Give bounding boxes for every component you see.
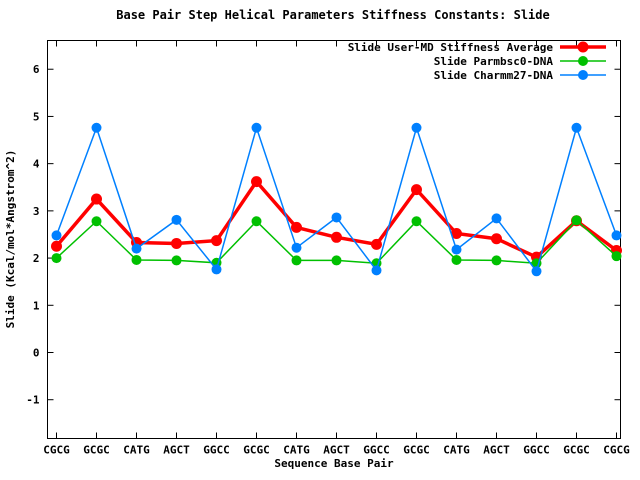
data-point-marker <box>91 216 102 227</box>
y-tick-label: 1 <box>33 299 40 312</box>
legend-marker-sample <box>577 41 589 53</box>
legend-marker-sample <box>578 70 588 80</box>
data-point-marker <box>411 122 422 133</box>
data-point-marker <box>291 221 302 233</box>
data-point-marker <box>171 214 182 225</box>
data-point-marker <box>51 253 62 264</box>
data-point-marker <box>211 235 222 247</box>
data-point-marker <box>291 242 302 253</box>
data-point-marker <box>171 237 182 249</box>
data-point-marker <box>411 216 422 227</box>
x-category-label: GGCC <box>523 444 550 457</box>
data-point-marker <box>571 122 582 133</box>
x-category-label: CGCG <box>603 444 630 457</box>
data-point-marker <box>251 122 262 133</box>
y-tick-label: 3 <box>33 205 40 218</box>
data-point-marker <box>371 265 382 276</box>
data-point-marker <box>51 240 62 252</box>
data-point-marker <box>491 233 502 245</box>
data-point-marker <box>131 254 142 265</box>
x-category-label: GCGC <box>243 444 270 457</box>
data-point-marker <box>331 212 342 223</box>
x-category-label: CGCG <box>43 444 70 457</box>
data-point-marker <box>451 254 462 265</box>
data-point-marker <box>491 255 502 266</box>
data-point-marker <box>211 264 222 275</box>
data-point-marker <box>411 184 422 196</box>
legend-marker-sample <box>578 56 588 66</box>
data-point-marker <box>451 244 462 255</box>
y-tick-label: -1 <box>26 394 40 407</box>
x-category-label: CATG <box>443 444 470 457</box>
data-point-marker <box>331 231 342 243</box>
data-point-marker <box>51 230 62 241</box>
data-point-marker <box>91 193 102 205</box>
x-category-label: GCGC <box>563 444 590 457</box>
x-category-label: AGCT <box>163 444 190 457</box>
y-tick-label: 0 <box>33 347 40 360</box>
data-point-marker <box>171 255 182 266</box>
data-point-marker <box>611 251 622 262</box>
data-point-marker <box>451 228 462 240</box>
data-point-marker <box>371 238 382 250</box>
data-point-marker <box>491 213 502 224</box>
x-category-label: AGCT <box>323 444 350 457</box>
y-axis-title: Slide (Kcal/mol*Angstrom^2) <box>4 150 17 329</box>
x-category-label: AGCT <box>483 444 510 457</box>
data-point-marker <box>331 255 342 266</box>
data-point-marker <box>531 266 542 277</box>
chart-title: Base Pair Step Helical Parameters Stiffn… <box>116 8 549 22</box>
data-point-marker <box>291 255 302 266</box>
x-category-label: GGCC <box>203 444 230 457</box>
y-tick-label: 5 <box>33 110 40 123</box>
legend-label: Slide Parmbsc0-DNA <box>434 55 554 68</box>
y-tick-label: 4 <box>33 158 40 171</box>
x-category-label: CATG <box>283 444 310 457</box>
x-axis-title: Sequence Base Pair <box>274 457 394 470</box>
plot-body: -1 0 1 2 3 4 5 6 CGCG GCGC CATG AGCT GGCC GCGC CATG AGC… <box>26 40 630 457</box>
y-tick-label: 2 <box>33 252 40 265</box>
data-point-marker <box>571 215 582 226</box>
data-point-marker <box>251 176 262 188</box>
x-category-label: GCGC <box>403 444 430 457</box>
x-category-label: CATG <box>123 444 150 457</box>
legend-label: Slide User-MD Stiffness Average <box>348 41 554 54</box>
data-point-marker <box>251 216 262 227</box>
legend-label: Slide Charmm27-DNA <box>434 69 554 82</box>
x-category-label: GGCC <box>363 444 390 457</box>
y-tick-label: 6 <box>33 63 40 76</box>
data-point-marker <box>611 230 622 241</box>
data-point-marker <box>91 122 102 133</box>
x-category-label: GCGC <box>83 444 110 457</box>
data-point-marker <box>131 243 142 254</box>
